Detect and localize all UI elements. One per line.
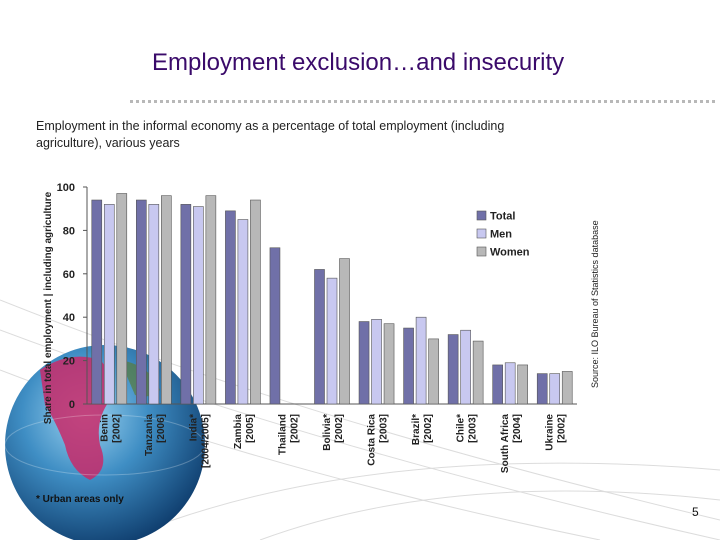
- y-tick-label: 0: [69, 399, 75, 411]
- y-tick-label: 80: [63, 225, 75, 237]
- x-tick-label: Tanzania[2006]: [144, 414, 167, 456]
- footnote: * Urban areas only: [36, 494, 124, 505]
- legend-swatch-total: [476, 210, 487, 221]
- bar-men: [103, 204, 115, 405]
- page-number: 5: [692, 505, 699, 519]
- x-tick-label: Chile*[2003]: [456, 414, 479, 443]
- legend-label-total: Total: [490, 211, 515, 223]
- bar-women: [205, 195, 217, 405]
- bar-women: [250, 199, 261, 405]
- bar-men: [460, 329, 471, 405]
- bar-women: [472, 340, 484, 405]
- bar-women: [517, 364, 528, 405]
- x-tick-label: Brazil*[2002]: [411, 414, 434, 445]
- y-tick-label: 60: [63, 269, 75, 281]
- x-tick-label: Ukraine[2002]: [545, 414, 568, 451]
- bar-men: [193, 206, 204, 405]
- legend-label-women: Women: [490, 247, 530, 259]
- bar-women: [383, 323, 395, 405]
- bar-total: [403, 327, 414, 405]
- x-tick-label: Zambia[2005]: [233, 414, 256, 449]
- bar-men: [148, 204, 160, 405]
- bar-men: [504, 362, 516, 405]
- bar-women: [428, 338, 439, 405]
- y-tick-label: 20: [63, 356, 75, 368]
- bar-total: [225, 210, 236, 405]
- bar-women: [161, 195, 172, 405]
- bar-total: [180, 204, 192, 405]
- x-tick-label: Thailand[2002]: [277, 414, 300, 455]
- bar-total: [91, 199, 103, 405]
- bar-men: [415, 316, 427, 405]
- source-note: Source: ILO Bureau of Statistics databas…: [590, 220, 600, 388]
- y-tick-label: 100: [57, 182, 75, 194]
- title-divider: [130, 100, 715, 103]
- legend-label-men: Men: [490, 229, 512, 241]
- x-tick-label: India*[2004/2005]: [188, 414, 211, 468]
- bar-total: [136, 199, 147, 405]
- bar-total: [447, 334, 459, 405]
- y-axis-label: Share in total employment | including ag…: [43, 191, 54, 424]
- legend-swatch-women: [476, 246, 487, 257]
- bar-men: [371, 319, 382, 405]
- x-tick-label: Benin[2002]: [99, 414, 122, 443]
- slide-subtitle: Employment in the informal economy as a …: [36, 119, 505, 150]
- bar-total: [536, 373, 548, 405]
- x-tick-label: Costa Rica[2003]: [367, 414, 390, 466]
- bar-women: [561, 371, 573, 405]
- x-tick-label: South Africa[2004]: [500, 414, 523, 474]
- bar-men: [237, 219, 249, 405]
- slide-title: Employment exclusion…and insecurity: [152, 49, 565, 76]
- y-tick-label: 40: [63, 312, 75, 324]
- bar-total: [314, 269, 325, 405]
- legend-swatch-men: [476, 228, 487, 239]
- bar-total: [492, 364, 503, 405]
- bar-women: [116, 193, 128, 405]
- bar-total: [358, 321, 370, 405]
- bar-men: [326, 277, 338, 405]
- bar-women: [339, 258, 350, 405]
- bar-men: [549, 373, 561, 405]
- x-tick-label: Bolivia*[2002]: [322, 414, 345, 451]
- bar-total: [269, 247, 281, 405]
